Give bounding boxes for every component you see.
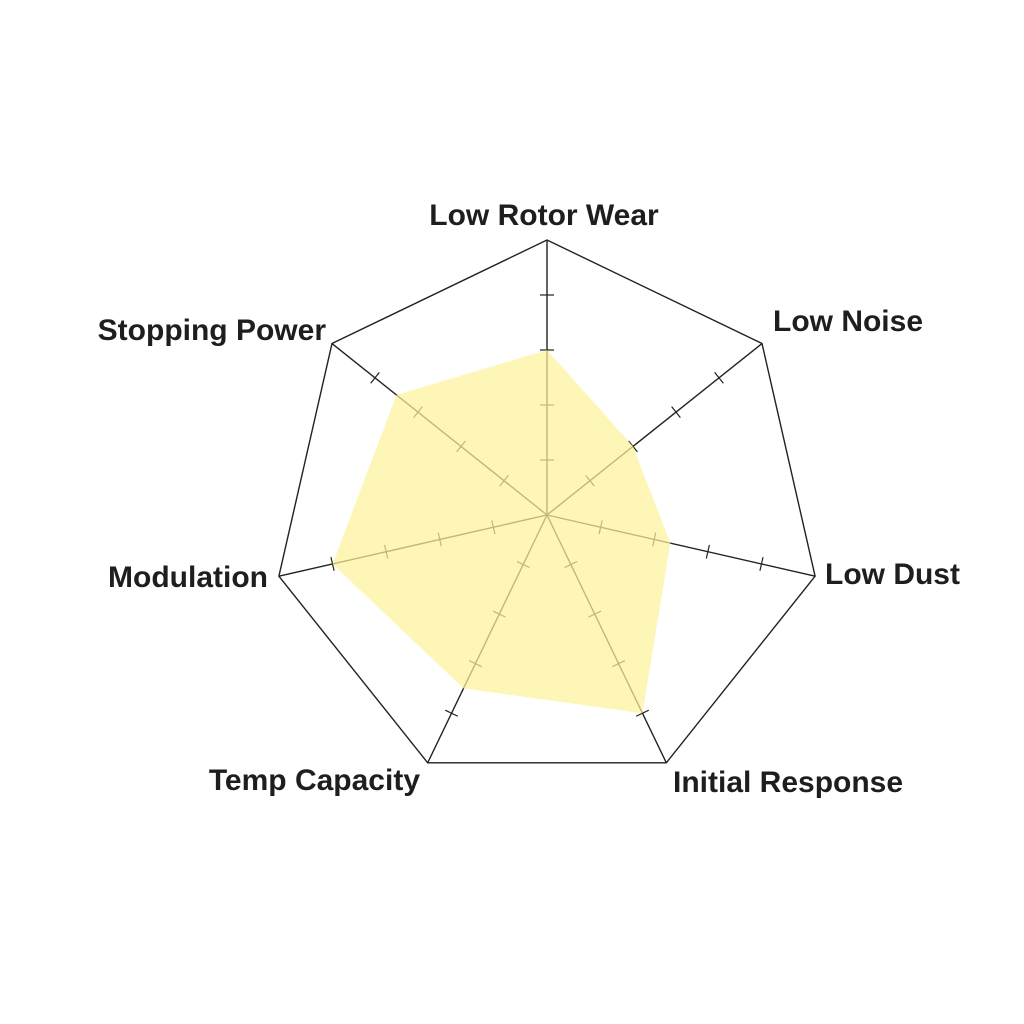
axis-label: Low Noise bbox=[773, 305, 923, 338]
axis-label: Modulation bbox=[108, 561, 268, 594]
axis-label: Initial Response bbox=[673, 766, 903, 799]
axis-tick bbox=[759, 556, 764, 571]
axis-label: Temp Capacity bbox=[209, 764, 420, 797]
grid-outline bbox=[278, 239, 816, 764]
axis-label: Low Rotor Wear bbox=[429, 199, 659, 232]
axis-tick bbox=[671, 406, 681, 418]
series-area bbox=[332, 350, 671, 714]
axis-label: Stopping Power bbox=[98, 314, 327, 347]
axis-tick bbox=[635, 709, 650, 717]
axis-tick bbox=[705, 544, 711, 559]
axis-label: Low Dust bbox=[825, 558, 960, 591]
axis-tick bbox=[444, 709, 459, 717]
axis-tick bbox=[370, 371, 380, 384]
axis-tick bbox=[714, 371, 724, 384]
